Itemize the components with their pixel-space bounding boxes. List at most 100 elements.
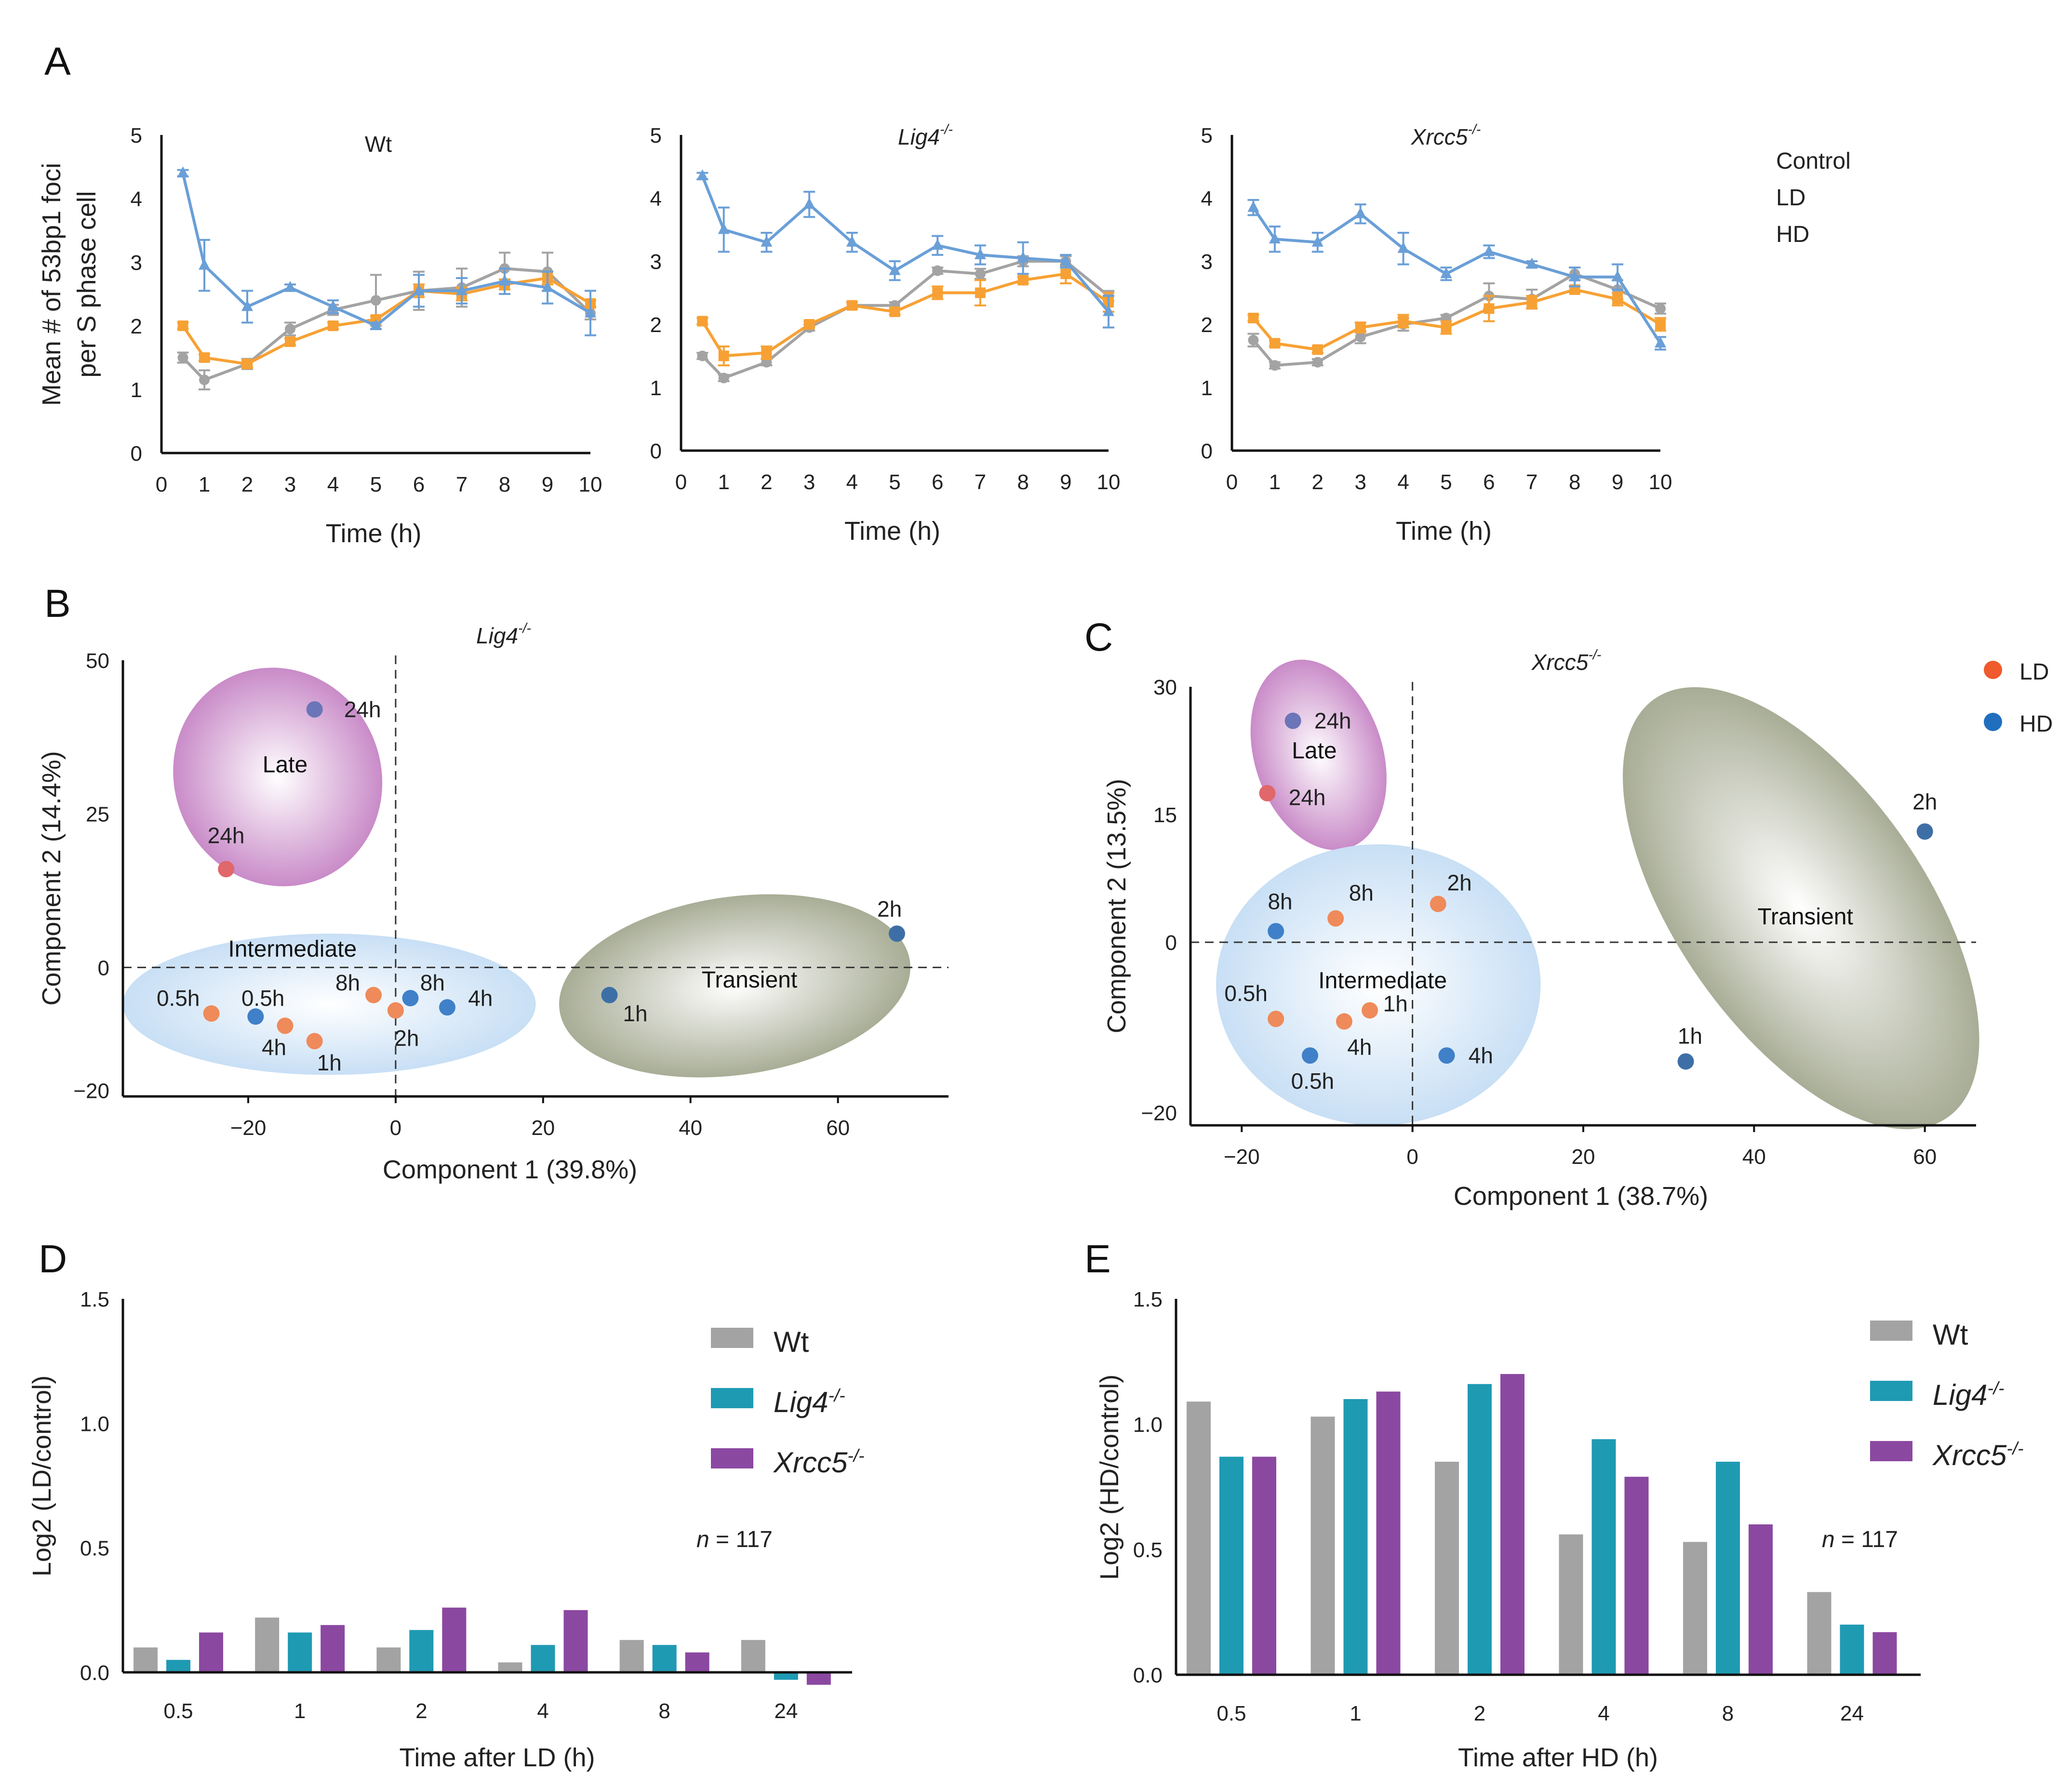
series-line-ld bbox=[1252, 288, 1661, 351]
data-point-marker bbox=[1017, 275, 1029, 286]
cluster-intermediate bbox=[1216, 844, 1541, 1125]
data-point-marker bbox=[932, 239, 944, 250]
bar-wt_bar bbox=[619, 1640, 644, 1672]
sample-size-value: = 117 bbox=[709, 1527, 773, 1552]
y-tick-label: 3 bbox=[131, 251, 142, 275]
line-chart-lig4: 0 1 2 3 4 5 6 7 8 9 10 0 1 2 3 4 5 Lig4-/- Time (h) bbox=[650, 122, 1121, 546]
cluster-late bbox=[173, 667, 383, 886]
legend-label-hd: HD bbox=[2019, 711, 2053, 737]
series-control bbox=[1247, 267, 1666, 371]
y-tick-label: −20 bbox=[73, 1079, 109, 1103]
data-point-marker bbox=[285, 336, 295, 347]
data-point-label: 24h bbox=[1314, 708, 1351, 734]
data-point-marker bbox=[804, 319, 815, 330]
cluster-label-transient: Transient bbox=[702, 967, 797, 993]
data-point-marker bbox=[328, 320, 338, 331]
data-point-marker bbox=[1247, 200, 1259, 212]
data-point-marker bbox=[1569, 270, 1581, 281]
chart-title: Wt bbox=[365, 132, 392, 157]
chart-title-sup: -/- bbox=[1588, 647, 1601, 663]
legend-label-wt_bar-main: Wt bbox=[1933, 1319, 1968, 1351]
data-point-marker bbox=[975, 268, 986, 280]
x-tick-label: 9 bbox=[1612, 470, 1623, 494]
data-point-ld bbox=[1259, 785, 1276, 801]
data-point-marker bbox=[199, 374, 210, 386]
bar-xrcc5_bar bbox=[1624, 1477, 1649, 1675]
y-tick-label: 0.0 bbox=[1133, 1664, 1163, 1687]
series-ld bbox=[1247, 284, 1666, 355]
chart-title-main: Lig4 bbox=[898, 124, 940, 149]
y-tick-label: 4 bbox=[650, 187, 662, 211]
x-tick-label: 10 bbox=[1649, 470, 1672, 494]
chart-title-main: Xrcc5 bbox=[1411, 124, 1468, 149]
x-tick-label: 20 bbox=[531, 1116, 555, 1140]
x-tick-label: 24 bbox=[1840, 1702, 1864, 1725]
y-tick-label: 5 bbox=[131, 124, 142, 147]
y-tick-label: 30 bbox=[1153, 676, 1177, 699]
y-tick-label: 0 bbox=[1165, 931, 1177, 955]
series-hd bbox=[696, 169, 1114, 329]
data-point-ld bbox=[1430, 895, 1446, 912]
legend-item-ld: LD bbox=[1776, 185, 1805, 211]
x-tick-label: 5 bbox=[1440, 470, 1452, 494]
legend-label-xrcc5_bar-main: Xrcc5 bbox=[773, 1446, 848, 1479]
data-point-marker bbox=[177, 166, 189, 178]
data-point-marker bbox=[371, 295, 381, 306]
data-point-hd bbox=[402, 990, 419, 1007]
data-point-label: 8h bbox=[335, 970, 360, 995]
data-point-marker bbox=[327, 300, 339, 311]
y-tick-label: 1.5 bbox=[80, 1288, 109, 1311]
y-axis-title: Component 2 (14.4%) bbox=[37, 751, 66, 1005]
bar-lig4_bar bbox=[652, 1645, 677, 1672]
data-point-marker bbox=[1483, 245, 1495, 256]
bar-wt_bar bbox=[1559, 1534, 1583, 1675]
bar-lig4_bar bbox=[166, 1660, 190, 1672]
data-point-marker bbox=[456, 284, 468, 295]
y-tick-label: 5 bbox=[1201, 124, 1213, 147]
x-tick-label: 5 bbox=[889, 470, 900, 494]
data-point-marker bbox=[889, 264, 901, 275]
x-tick-label: 0 bbox=[156, 473, 167, 496]
y-tick-label: 15 bbox=[1153, 803, 1177, 827]
bar-wt_bar bbox=[134, 1647, 158, 1672]
x-tick-label: −20 bbox=[230, 1116, 267, 1140]
legend-label-xrcc5_bar: Xrcc5-/- bbox=[1932, 1438, 2023, 1471]
y-tick-label: 2 bbox=[650, 313, 662, 337]
data-point-marker bbox=[1017, 251, 1029, 263]
data-point-hd bbox=[1284, 712, 1301, 729]
cluster-intermediate bbox=[123, 934, 536, 1075]
chart-title: Xrcc5-/- bbox=[1411, 122, 1481, 149]
x-tick-label: 40 bbox=[1742, 1145, 1766, 1169]
data-point-marker bbox=[499, 274, 510, 286]
pca-chart-lig4: −20 0 20 40 60 −20 0 25 50 Late Intermediate Transi… bbox=[37, 621, 949, 1184]
series-hd bbox=[1247, 199, 1666, 351]
bar-lig4_bar bbox=[288, 1632, 312, 1672]
chart-title: Lig4-/- bbox=[898, 122, 953, 149]
x-tick-label: 4 bbox=[1598, 1702, 1609, 1725]
data-point-marker bbox=[696, 169, 708, 181]
data-point-marker bbox=[1269, 338, 1280, 349]
bar-lig4_bar bbox=[1219, 1456, 1243, 1675]
y-tick-label: 2 bbox=[1201, 313, 1213, 337]
legend-label-lig4_bar-main: Lig4 bbox=[1933, 1379, 1987, 1411]
data-point-hd bbox=[439, 999, 455, 1016]
cluster-label-transient: Transient bbox=[1757, 904, 1853, 930]
legend-label-lig4_bar: Lig4-/- bbox=[1933, 1378, 2005, 1411]
x-tick-label: 2 bbox=[1312, 470, 1323, 494]
data-point-marker bbox=[1060, 268, 1071, 280]
y-tick-label: 2 bbox=[131, 315, 142, 338]
legend-label-xrcc5_bar: Xrcc5-/- bbox=[773, 1445, 864, 1479]
x-tick-label: 8 bbox=[1722, 1702, 1734, 1725]
data-point-hd bbox=[247, 1008, 264, 1025]
panel-letter-d: D bbox=[39, 1237, 67, 1281]
bar-xrcc5_bar bbox=[1252, 1456, 1276, 1675]
y-tick-label: 0.0 bbox=[80, 1661, 109, 1685]
data-point-label: 2h bbox=[1912, 789, 1937, 814]
data-point-marker bbox=[718, 350, 729, 361]
legend-label-xrcc5_bar-sup: -/- bbox=[2006, 1438, 2023, 1458]
bar-wt_bar bbox=[741, 1640, 765, 1672]
data-point-label: 2h bbox=[877, 896, 902, 921]
cluster-label-intermediate: Intermediate bbox=[1318, 968, 1447, 994]
data-point-marker bbox=[718, 223, 730, 234]
x-tick-label: 2 bbox=[415, 1699, 427, 1723]
